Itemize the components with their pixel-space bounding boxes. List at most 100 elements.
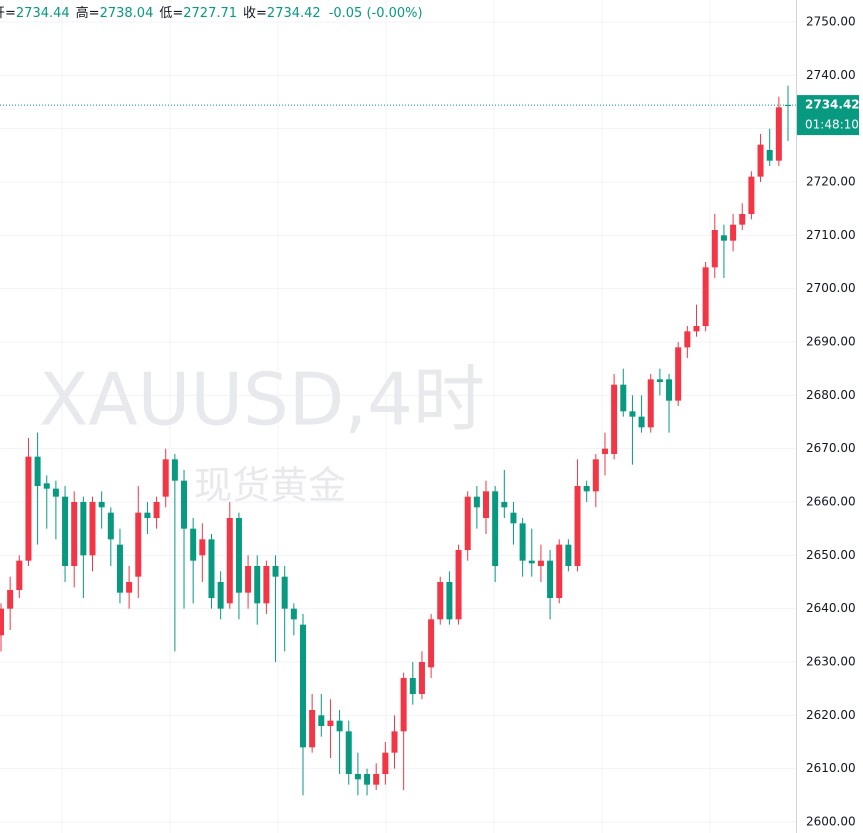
price-label-bg (797, 95, 859, 136)
candle-body (327, 720, 334, 726)
candle-body (354, 774, 361, 780)
candle-body (382, 752, 389, 774)
candle-body (0, 608, 4, 636)
candle-body (583, 486, 590, 492)
candle-body (254, 566, 261, 604)
candle-body (25, 456, 32, 561)
candle-body (675, 347, 682, 401)
candle-body (364, 774, 371, 785)
candle-body (556, 544, 563, 598)
candle-body (730, 224, 737, 241)
candle-body (501, 502, 508, 508)
candle-body (7, 590, 14, 609)
candle-body (89, 502, 96, 556)
header-change: -0.05 (-0.00%) (329, 6, 423, 21)
candle-body (510, 512, 517, 524)
candle-body (766, 150, 773, 161)
candle-body (290, 608, 297, 620)
candle-body (464, 496, 471, 550)
y-tick-label: 2660.00 (806, 495, 856, 509)
candle-body (34, 456, 41, 486)
candle-body (739, 214, 746, 225)
y-tick-label: 2670.00 (806, 441, 856, 455)
candle-body (217, 582, 224, 609)
candle-body (565, 544, 572, 566)
candle-body (299, 624, 306, 748)
candle-body (336, 720, 343, 732)
candle-body (574, 486, 581, 566)
candle-body (245, 566, 252, 593)
candle-body (171, 459, 178, 481)
candle-body (16, 560, 23, 590)
y-tick-label: 2680.00 (806, 388, 856, 402)
candle-body (309, 710, 316, 748)
header-label: 开= (0, 6, 16, 21)
y-tick-label: 2740.00 (806, 68, 856, 82)
candle-body (428, 619, 435, 668)
candle-body (80, 502, 87, 556)
candle-body (647, 379, 654, 428)
candle-body (162, 459, 169, 497)
y-tick-label: 2700.00 (806, 281, 856, 295)
price-axis: 2600.00 2610.00 2620.00 2630.00 2640.00 2650.… (797, 15, 860, 829)
candle-body (272, 566, 279, 577)
candle-body (601, 448, 608, 454)
candle-body (519, 523, 526, 561)
candle-body (611, 384, 618, 454)
y-tick-label: 2620.00 (806, 708, 856, 722)
candle-body (153, 502, 160, 518)
candle-body (528, 560, 535, 564)
candle-body (144, 512, 151, 518)
header-label: 收= (243, 6, 267, 21)
candle-body (190, 528, 197, 561)
candle-body (71, 502, 78, 566)
candle-body (684, 331, 691, 348)
candle-body (181, 480, 188, 529)
candle-body (391, 731, 398, 753)
y-tick-label: 2640.00 (806, 601, 856, 615)
candle-body (711, 230, 718, 268)
candle-body (107, 512, 114, 540)
candle-body (208, 539, 215, 598)
candle-body (446, 582, 453, 620)
candle-body (666, 379, 673, 401)
candle-body (226, 518, 233, 604)
y-tick-label: 2710.00 (806, 228, 856, 242)
candle-body (199, 539, 206, 556)
candle-body (263, 566, 270, 604)
candle-body (620, 384, 627, 412)
candle-body (592, 459, 599, 492)
y-tick-label: 2720.00 (806, 175, 856, 189)
candle-body (455, 550, 462, 620)
candle-body (629, 411, 636, 417)
candle-body (785, 104, 791, 106)
candle-body (235, 518, 242, 593)
header-value: 2734.42 (267, 6, 321, 21)
y-tick-label: 2650.00 (806, 548, 856, 562)
candle-body (126, 582, 133, 593)
watermark: XAUUSD,4时 (39, 358, 485, 442)
header-label: 低= (159, 6, 183, 21)
header: 开=2734.44 高=2738.04 低=2727.71 收=2734.42 -0.0… (0, 5, 423, 21)
candle-body (638, 416, 645, 428)
candle-body (537, 560, 544, 566)
candle-body (418, 662, 425, 694)
candles (0, 85, 791, 796)
y-tick-label: 2750.00 (806, 15, 856, 29)
y-tick-label: 2610.00 (806, 761, 856, 775)
candle-body (702, 267, 709, 326)
header-label: 高= (76, 5, 100, 21)
y-tick-label: 2690.00 (806, 335, 856, 349)
candle-body (43, 483, 50, 489)
candle-body (757, 144, 764, 177)
candle-body (473, 496, 480, 508)
header-value: 2734.44 (16, 6, 70, 21)
candle-body (720, 235, 727, 241)
price-label: 2734.42 (805, 98, 860, 112)
candle-body (693, 326, 700, 332)
countdown: 01:48:10 (805, 118, 859, 132)
candle-body (492, 491, 499, 566)
candle-body (748, 176, 755, 214)
candle-body (116, 544, 123, 593)
